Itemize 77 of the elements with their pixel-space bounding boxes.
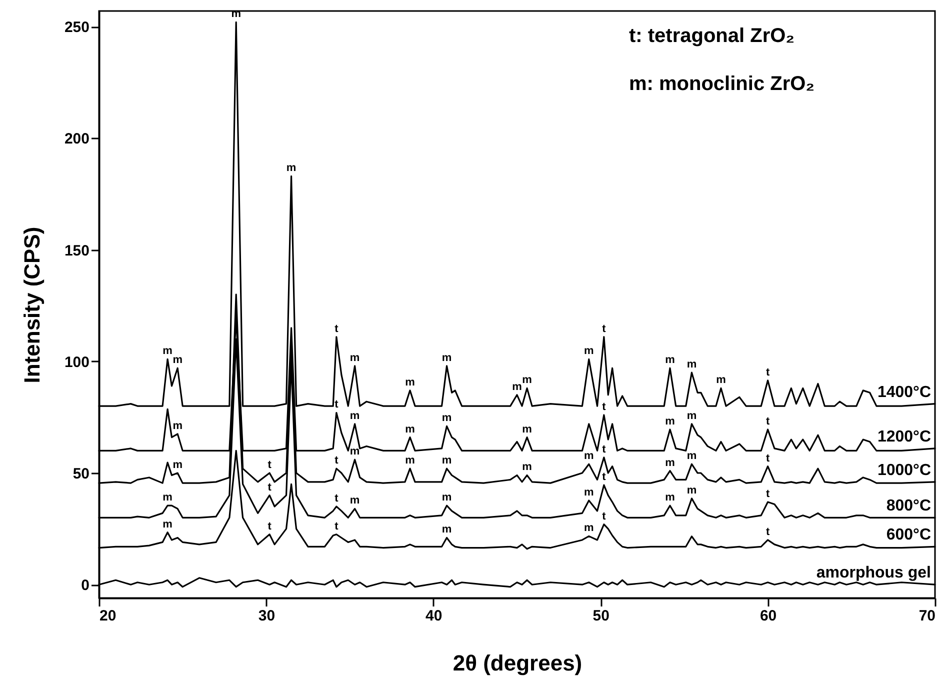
annotation: t	[334, 454, 339, 467]
annotation: m	[584, 522, 594, 534]
annotation: t	[334, 520, 339, 532]
annotation: t	[602, 471, 606, 484]
y-tick-label: 0	[81, 577, 90, 594]
y-tick-label: 150	[64, 242, 90, 260]
annotation: m	[584, 345, 594, 358]
annotation: m	[442, 454, 452, 467]
y-axis-title: Intensity (CPS)	[19, 226, 44, 384]
annotation: t	[334, 492, 339, 504]
y-tick-label: 250	[64, 19, 90, 36]
annotation: m	[665, 456, 676, 469]
annotation: m	[512, 380, 522, 393]
annotation: m	[162, 518, 173, 530]
annotation: t	[766, 488, 770, 500]
annotation: t	[268, 459, 272, 472]
series-label: 1400°C	[877, 384, 932, 401]
annotation: m	[442, 412, 452, 424]
annotation: m	[686, 358, 697, 371]
annotation: m	[716, 374, 726, 386]
annotation: m	[522, 423, 532, 436]
y-tick-label: 200	[64, 130, 90, 148]
series-label: 600°C	[886, 526, 932, 544]
annotation: t	[766, 526, 770, 538]
x-tick-label: 20	[100, 608, 116, 624]
annotation: t	[602, 510, 606, 522]
annotation: m	[584, 486, 594, 498]
annotation: t	[766, 452, 770, 464]
annotation: m	[286, 162, 296, 174]
annotation: t	[766, 366, 770, 378]
annotation: t	[268, 481, 272, 494]
annotation: t	[602, 400, 606, 413]
annotation: m	[686, 484, 697, 496]
annotation: m	[405, 423, 416, 436]
y-tick-label: 100	[64, 354, 90, 371]
annotation: t	[268, 520, 272, 532]
annotation: m	[442, 492, 452, 504]
annotation: m	[442, 524, 452, 536]
annotation: m	[665, 492, 676, 504]
y-tick-label: 50	[72, 466, 90, 483]
annotation: t	[334, 322, 339, 335]
series-label: amorphous gel	[816, 564, 931, 582]
annotation: m	[442, 352, 452, 364]
x-tick-label: 60	[760, 608, 777, 624]
annotation: m	[665, 354, 676, 366]
x-tick-label: 50	[592, 608, 610, 624]
x-tick-label: 70	[918, 608, 936, 624]
annotation: m	[172, 459, 183, 472]
x-tick-label: 30	[258, 608, 276, 624]
annotation: m	[172, 354, 183, 366]
annotation: m	[405, 376, 416, 388]
annotation: t	[766, 415, 770, 428]
x-axis-title: 2θ (degrees)	[452, 650, 582, 676]
annotation: m	[350, 446, 360, 458]
annotation: m	[162, 345, 173, 358]
annotation: m	[686, 410, 697, 422]
annotation: m	[686, 450, 697, 462]
annotation: m	[350, 352, 360, 364]
annotation: m	[584, 450, 594, 462]
annotation: m	[665, 415, 676, 428]
annotation: m	[231, 8, 242, 20]
annotation: m	[350, 410, 360, 422]
annotation: m	[405, 454, 416, 467]
series-label: 1000°C	[877, 462, 932, 479]
annotation: m	[172, 420, 183, 432]
annotation: t: tetragonal ZrO₂	[629, 25, 795, 47]
annotation: m	[522, 374, 532, 386]
annotation: m: monoclinic ZrO₂	[629, 73, 815, 95]
x-tick-label: 40	[426, 608, 442, 624]
annotation: m	[522, 461, 532, 474]
series-label: 800°C	[886, 498, 932, 515]
annotation: t	[334, 398, 339, 411]
annotation: t	[602, 322, 606, 335]
annotation: t	[602, 443, 606, 456]
annotation: m	[350, 494, 360, 507]
series-label: 1200°C	[877, 428, 932, 446]
annotation: m	[162, 492, 173, 504]
